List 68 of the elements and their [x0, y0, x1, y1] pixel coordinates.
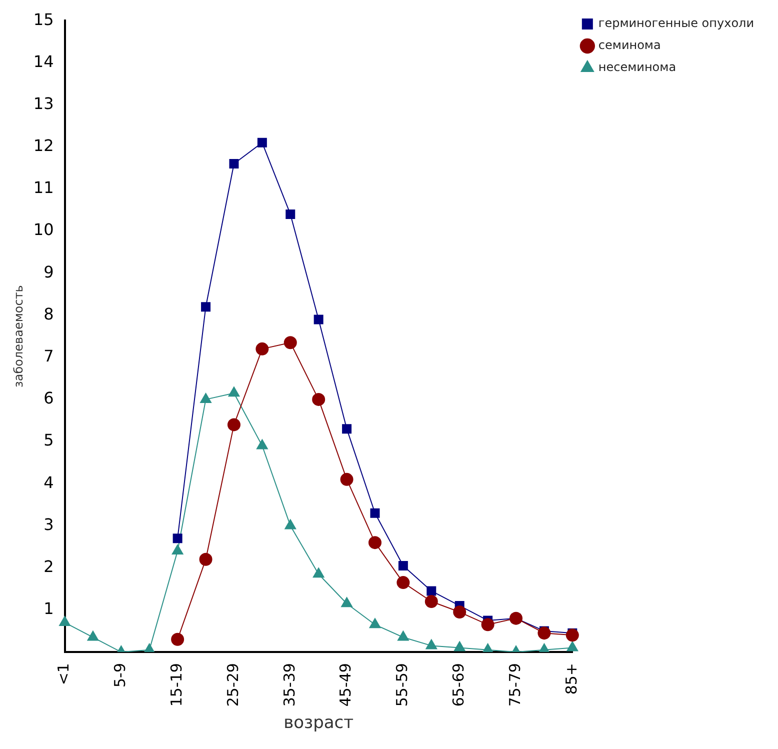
point	[369, 618, 381, 628]
y-tick-label: 4	[44, 472, 54, 492]
y-tick-label: 14	[33, 52, 54, 71]
point	[87, 630, 99, 641]
legend-label: несеминома	[598, 60, 676, 74]
point	[314, 314, 324, 324]
point	[286, 209, 296, 219]
point	[229, 158, 239, 168]
point	[426, 639, 438, 650]
x-tick-label: 55-59	[393, 663, 412, 707]
point	[397, 630, 409, 641]
y-tick-label: 9	[44, 262, 54, 282]
x-tick-label: 25-29	[224, 663, 242, 707]
point	[312, 568, 324, 578]
y-tick-label: 8	[44, 304, 54, 324]
x-tick-label: 15-19	[167, 663, 186, 707]
x-tick-label: 85+	[562, 663, 580, 695]
point	[172, 534, 182, 544]
point	[370, 508, 380, 518]
point	[453, 606, 466, 619]
y-tick-label: 7	[44, 346, 54, 366]
point	[312, 392, 326, 406]
point	[200, 392, 212, 403]
point	[396, 576, 410, 590]
y-tick-label: 15	[33, 10, 54, 29]
y-tick-label: 13	[33, 94, 54, 113]
point	[284, 336, 297, 350]
point	[256, 439, 268, 450]
y-tick-label: 2	[44, 556, 54, 576]
x-tick-label: 45-49	[336, 663, 355, 707]
point	[398, 560, 408, 570]
point	[426, 586, 436, 596]
x-axis-title: возраст	[284, 713, 354, 734]
x-tick-label: 75-79	[506, 663, 524, 707]
point	[340, 472, 354, 486]
point	[172, 544, 184, 554]
point	[454, 641, 466, 652]
y-tick-label: 5	[44, 430, 54, 450]
x-tick-label: 35-39	[280, 663, 298, 707]
point	[481, 618, 494, 632]
x-tick-label: 65-69	[449, 663, 468, 707]
y-tick-label: 11	[33, 178, 54, 198]
point	[368, 536, 382, 550]
y-axis-title: заболеваемость	[11, 285, 26, 388]
point	[59, 616, 70, 626]
point	[171, 632, 184, 646]
x-tick-label: 5-9	[111, 663, 130, 688]
point	[566, 628, 579, 642]
y-tick-label: 3	[44, 514, 54, 534]
y-tick-label: 1	[44, 599, 54, 618]
y-tick-label: 10	[33, 220, 54, 240]
point	[227, 418, 240, 432]
point	[538, 626, 551, 640]
point	[284, 519, 296, 530]
point	[566, 641, 578, 652]
legend-label: герминогенные опухоли	[598, 16, 754, 30]
point	[424, 595, 438, 608]
point	[228, 386, 240, 397]
point	[201, 302, 211, 312]
point	[341, 597, 352, 608]
legend-label: семинома	[598, 38, 661, 52]
y-tick-label: 12	[33, 136, 54, 156]
point	[257, 138, 267, 148]
point	[342, 424, 352, 434]
y-tick-label: 6	[44, 388, 54, 408]
point	[256, 342, 269, 356]
x-tick-label: <1	[54, 663, 73, 686]
point	[199, 552, 212, 566]
